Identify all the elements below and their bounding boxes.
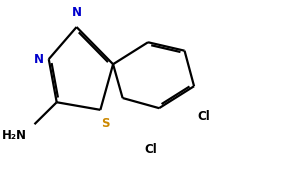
Text: Cl: Cl [145,143,158,156]
Text: Cl: Cl [197,110,210,123]
Text: N: N [34,53,44,66]
Text: H₂N: H₂N [1,129,27,142]
Text: S: S [101,117,109,130]
Text: N: N [72,6,81,19]
